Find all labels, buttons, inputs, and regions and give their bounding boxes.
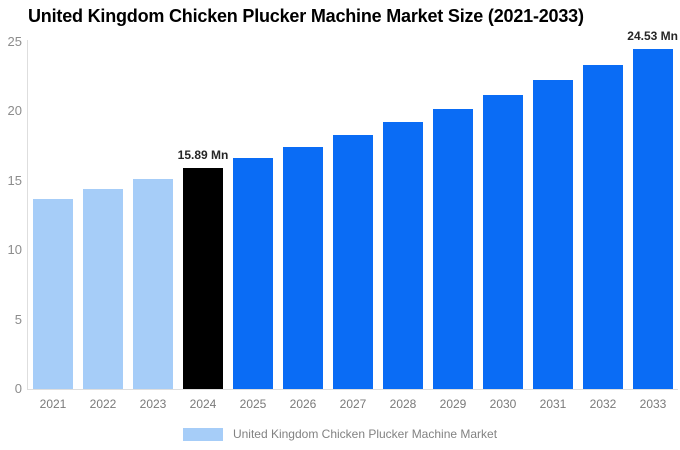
bar-2025 bbox=[233, 158, 273, 389]
x-tick-2027: 2027 bbox=[339, 397, 367, 411]
x-tick-2031: 2031 bbox=[539, 397, 567, 411]
bar-2023 bbox=[133, 179, 173, 389]
bar-2033 bbox=[633, 48, 673, 389]
bar-2026 bbox=[283, 146, 323, 389]
x-tick-2022: 2022 bbox=[89, 397, 117, 411]
legend-swatch bbox=[182, 427, 223, 441]
data-label-2024: 15.89 Mn bbox=[177, 148, 229, 163]
x-tick-2025: 2025 bbox=[239, 397, 267, 411]
y-tick-10: 10 bbox=[7, 242, 22, 258]
bar-2032 bbox=[583, 65, 623, 389]
data-label-2033: 24.53 Mn bbox=[627, 28, 678, 43]
plot-area bbox=[28, 42, 678, 389]
x-tick-2023: 2023 bbox=[139, 397, 167, 411]
x-axis-line bbox=[27, 389, 678, 390]
bar-2031 bbox=[533, 80, 573, 389]
chart-title: United Kingdom Chicken Plucker Machine M… bbox=[28, 6, 584, 26]
bar-2021 bbox=[33, 198, 73, 389]
y-tick-15: 15 bbox=[7, 172, 22, 188]
x-tick-2033: 2033 bbox=[639, 397, 667, 411]
bar-2028 bbox=[383, 122, 423, 389]
x-tick-2021: 2021 bbox=[39, 397, 67, 411]
x-tick-2030: 2030 bbox=[489, 397, 517, 411]
legend: United Kingdom Chicken Plucker Machine M… bbox=[0, 424, 680, 444]
y-tick-20: 20 bbox=[7, 103, 22, 119]
x-tick-2032: 2032 bbox=[589, 397, 617, 411]
bar-2029 bbox=[433, 108, 473, 389]
bar-2024 bbox=[183, 168, 223, 389]
bar-2022 bbox=[83, 189, 123, 389]
y-tick-0: 0 bbox=[14, 381, 22, 396]
bar-2030 bbox=[483, 95, 523, 389]
y-tick-5: 5 bbox=[14, 311, 22, 327]
x-tick-2029: 2029 bbox=[439, 397, 467, 411]
legend-label: United Kingdom Chicken Plucker Machine M… bbox=[232, 427, 498, 441]
y-tick-25: 25 bbox=[7, 34, 22, 49]
x-tick-2026: 2026 bbox=[289, 397, 317, 411]
bar-2027 bbox=[333, 134, 373, 389]
y-axis-line bbox=[27, 40, 28, 390]
x-tick-2024: 2024 bbox=[189, 397, 217, 411]
x-tick-2028: 2028 bbox=[389, 397, 417, 411]
